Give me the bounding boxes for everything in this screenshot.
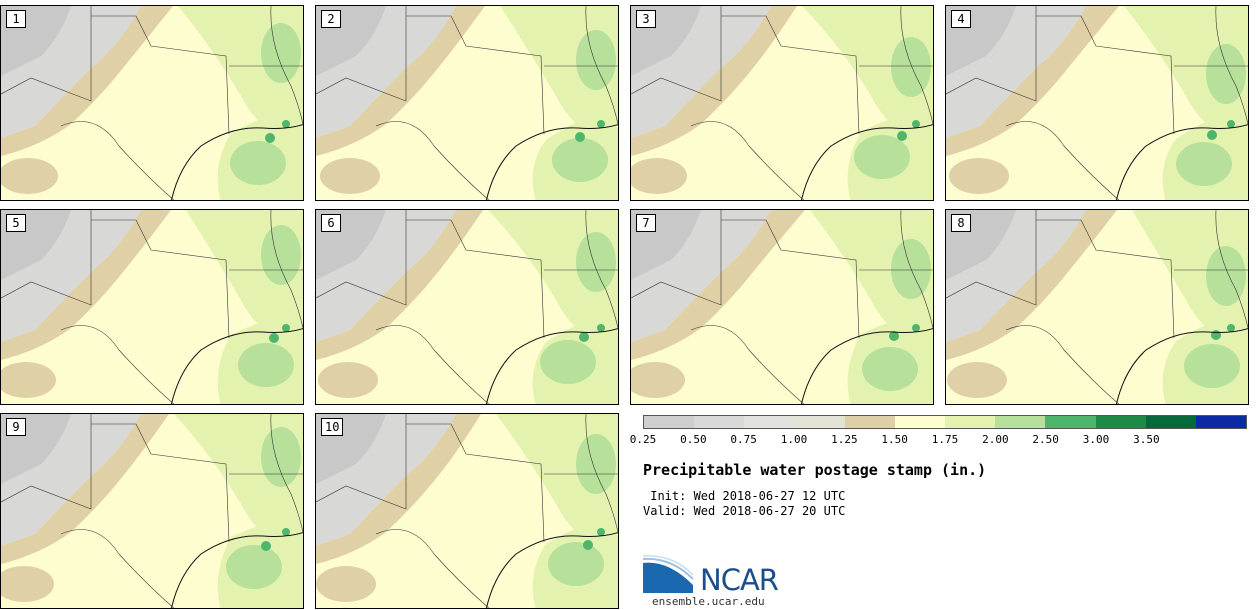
colorbar-tick-label: 1.00: [780, 433, 808, 446]
colorbar-tick-label: 0.50: [680, 433, 707, 446]
colorbar: [643, 415, 1247, 429]
stamp-number: 6: [321, 214, 341, 232]
stamp-number: 10: [321, 418, 344, 436]
colorbar-segment: [744, 416, 795, 428]
colorbar-segment: [694, 416, 745, 428]
colorbar-segment: [844, 416, 895, 428]
valid-time: Valid: Wed 2018-06-27 20 UTC: [643, 504, 846, 518]
colorbar-segment: [1045, 416, 1096, 428]
colorbar-segment: [644, 416, 695, 428]
stamp-number: 8: [951, 214, 971, 232]
colorbar-segment: [1145, 416, 1196, 428]
ncar-logo-icon: [643, 555, 694, 593]
colorbar-segment: [1095, 416, 1146, 428]
postage-stamp-map: 2: [315, 5, 619, 201]
colorbar-tick-label: 3.50: [1133, 433, 1160, 446]
init-time: Init: Wed 2018-06-27 12 UTC: [643, 489, 846, 503]
postage-stamp-map: 8: [945, 209, 1249, 405]
colorbar-tick-label: 2.50: [1032, 433, 1059, 446]
colorbar-segment: [794, 416, 845, 428]
stamp-number: 1: [6, 10, 26, 28]
logo-wordmark: NCAR: [700, 563, 779, 597]
chart-title: Precipitable water postage stamp (in.): [643, 461, 987, 479]
stamp-number: 2: [321, 10, 341, 28]
postage-stamp-map: 4: [945, 5, 1249, 201]
postage-stamp-map: 9: [0, 413, 304, 609]
stamp-number: 5: [6, 214, 26, 232]
colorbar-tick-label: 1.25: [831, 433, 858, 446]
colorbar-segment: [894, 416, 946, 428]
postage-stamp-map: 6: [315, 209, 619, 405]
stamp-number: 7: [636, 214, 656, 232]
colorbar-segment: [1195, 416, 1247, 428]
postage-stamp-map: 3: [630, 5, 934, 201]
colorbar-tick-label: 0.25: [629, 433, 657, 446]
colorbar-tick-label: 3.00: [1082, 433, 1110, 446]
colorbar-tick-label: 1.75: [931, 433, 959, 446]
postage-stamp-map: 10: [315, 413, 619, 609]
colorbar-segment: [995, 416, 1046, 428]
stamp-number: 4: [951, 10, 971, 28]
colorbar-tick-label: 2.00: [982, 433, 1009, 446]
colorbar-segment: [945, 416, 996, 428]
colorbar-tick-label: 1.50: [881, 433, 908, 446]
stamp-number: 3: [636, 10, 656, 28]
postage-stamp-map: 7: [630, 209, 934, 405]
postage-stamp-map: 1: [0, 5, 304, 201]
logo-url: ensemble.ucar.edu: [652, 595, 765, 608]
stamp-number: 9: [6, 418, 26, 436]
postage-stamp-map: 5: [0, 209, 304, 405]
colorbar-tick-label: 0.75: [730, 433, 757, 446]
